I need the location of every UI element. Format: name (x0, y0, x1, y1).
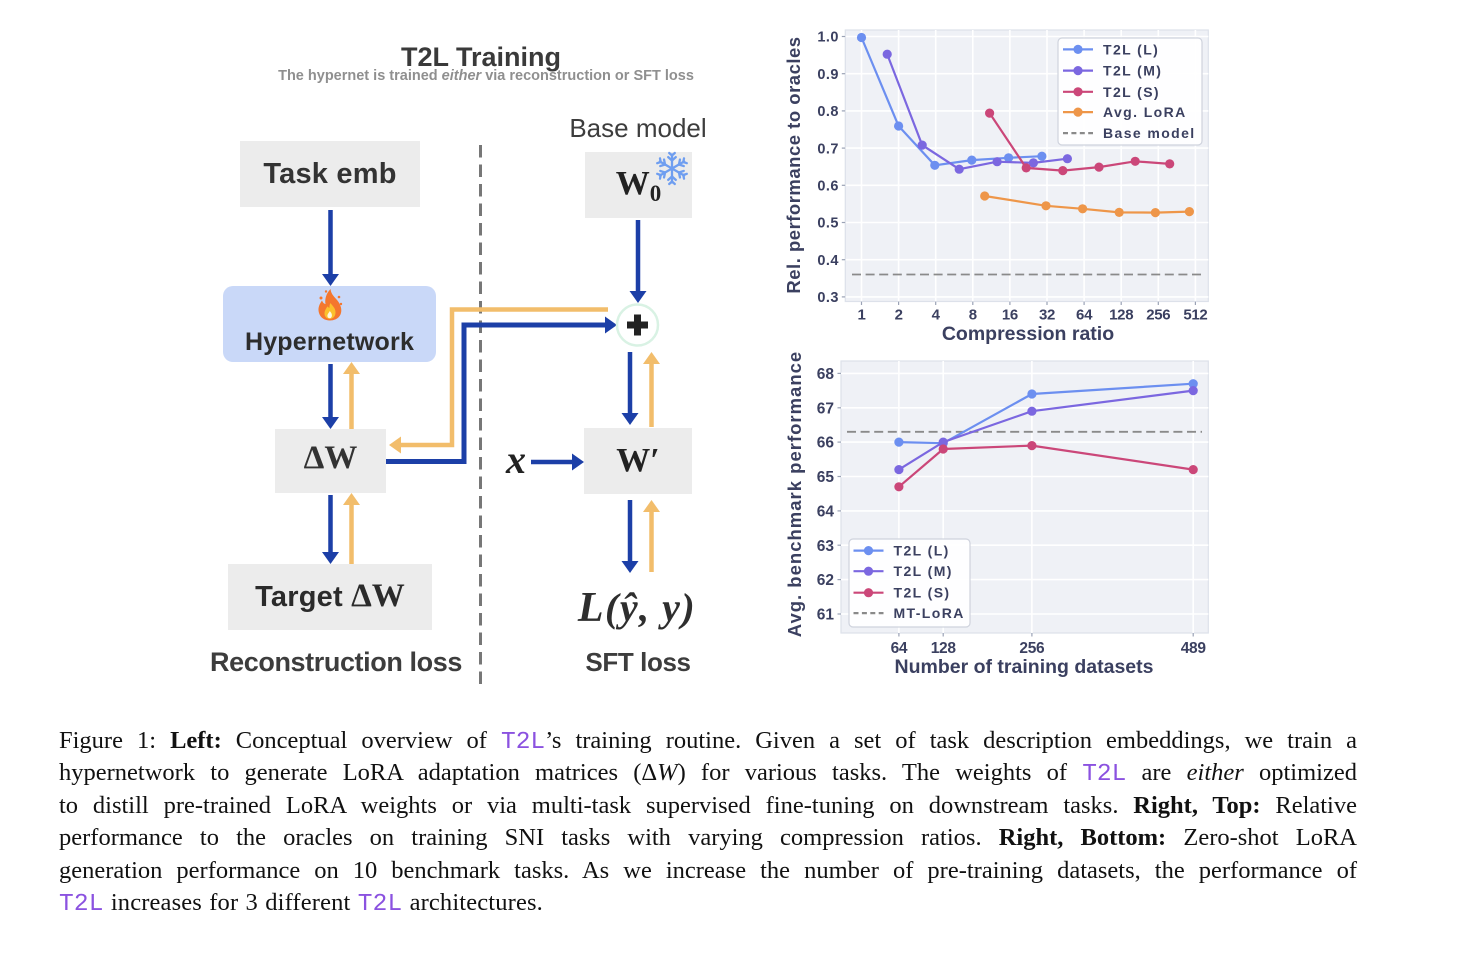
svg-text:Avg. benchmark performance: Avg. benchmark performance (784, 351, 805, 637)
svg-text:Rel. performance to oracles: Rel. performance to oracles (783, 36, 804, 293)
svg-text:0.7: 0.7 (817, 141, 839, 157)
svg-text:62: 62 (817, 572, 834, 589)
svg-text:256: 256 (1146, 307, 1170, 324)
svg-text:256: 256 (1019, 640, 1045, 657)
svg-text:2: 2 (895, 307, 903, 324)
svg-text:61: 61 (817, 607, 835, 624)
svg-text:64: 64 (1076, 307, 1093, 324)
svg-text:65: 65 (817, 469, 835, 486)
svg-text:0.8: 0.8 (817, 104, 839, 120)
svg-text:T2L (S): T2L (S) (894, 585, 951, 601)
svg-text:1: 1 (857, 307, 865, 324)
svg-text:T2L (S): T2L (S) (1103, 84, 1160, 100)
svg-text:1.0: 1.0 (817, 30, 839, 46)
svg-text:0.9: 0.9 (817, 67, 839, 83)
svg-text:512: 512 (1183, 307, 1207, 324)
svg-text:Base model: Base model (1103, 125, 1196, 141)
svg-text:T2L (M): T2L (M) (1103, 63, 1162, 79)
svg-text:0.6: 0.6 (817, 179, 839, 195)
svg-text:0.5: 0.5 (817, 216, 839, 232)
svg-text:8: 8 (969, 307, 977, 324)
svg-text:64: 64 (891, 640, 908, 657)
svg-text:MT-LoRA: MT-LoRA (894, 605, 965, 621)
svg-text:68: 68 (817, 366, 835, 383)
svg-text:4: 4 (932, 307, 941, 324)
svg-text:128: 128 (931, 640, 957, 657)
svg-text:T2L (L): T2L (L) (1103, 41, 1159, 57)
svg-text:128: 128 (1109, 307, 1133, 324)
svg-text:67: 67 (817, 400, 834, 417)
svg-text:Avg. LoRA: Avg. LoRA (1103, 104, 1187, 120)
svg-text:16: 16 (1002, 307, 1018, 324)
svg-text:66: 66 (817, 435, 835, 452)
svg-text:64: 64 (817, 503, 835, 520)
svg-text:63: 63 (817, 538, 835, 555)
svg-text:489: 489 (1181, 640, 1207, 657)
svg-text:Number of training datasets: Number of training datasets (895, 656, 1154, 678)
svg-text:0.3: 0.3 (817, 290, 839, 306)
svg-text:T2L (L): T2L (L) (894, 543, 950, 559)
svg-text:Compression ratio: Compression ratio (942, 323, 1114, 345)
svg-text:32: 32 (1039, 307, 1055, 324)
svg-text:T2L (M): T2L (M) (894, 563, 953, 579)
svg-text:0.4: 0.4 (817, 253, 839, 269)
